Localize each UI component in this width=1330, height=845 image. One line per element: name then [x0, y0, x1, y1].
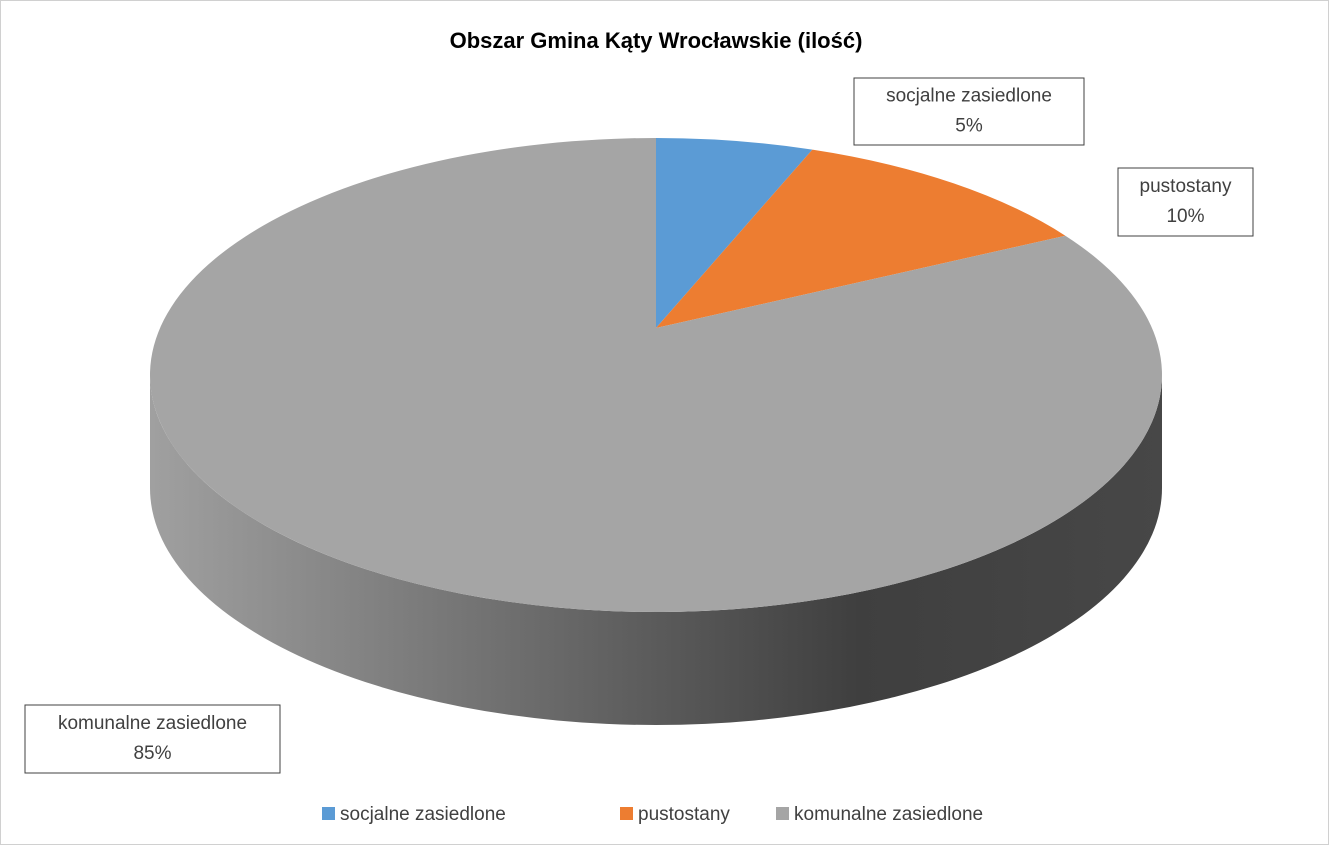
pie-slice	[656, 149, 1066, 328]
legend-swatch	[620, 807, 633, 820]
pie-side	[150, 375, 1162, 725]
data-label-value: 5%	[955, 116, 983, 137]
data-label-box	[1117, 167, 1254, 237]
legend-label: pustostany	[638, 804, 730, 825]
data-label-name: komunalne zasiedlone	[58, 713, 247, 734]
data-label-value: 10%	[1166, 206, 1204, 227]
data-label-name: socjalne zasiedlone	[886, 86, 1052, 107]
legend-label: socjalne zasiedlone	[340, 804, 506, 825]
data-label-box	[853, 77, 1085, 146]
data-label-box	[24, 704, 281, 774]
chart-title: Obszar Gmina Kąty Wrocławskie (ilość)	[450, 28, 863, 53]
legend-swatch	[776, 807, 789, 820]
data-label-value: 85%	[133, 743, 171, 764]
pie-slice	[656, 138, 813, 328]
data-label-name: pustostany	[1140, 176, 1232, 197]
legend-swatch	[322, 807, 335, 820]
legend-label: komunalne zasiedlone	[794, 804, 983, 825]
pie-slice	[150, 138, 1163, 612]
